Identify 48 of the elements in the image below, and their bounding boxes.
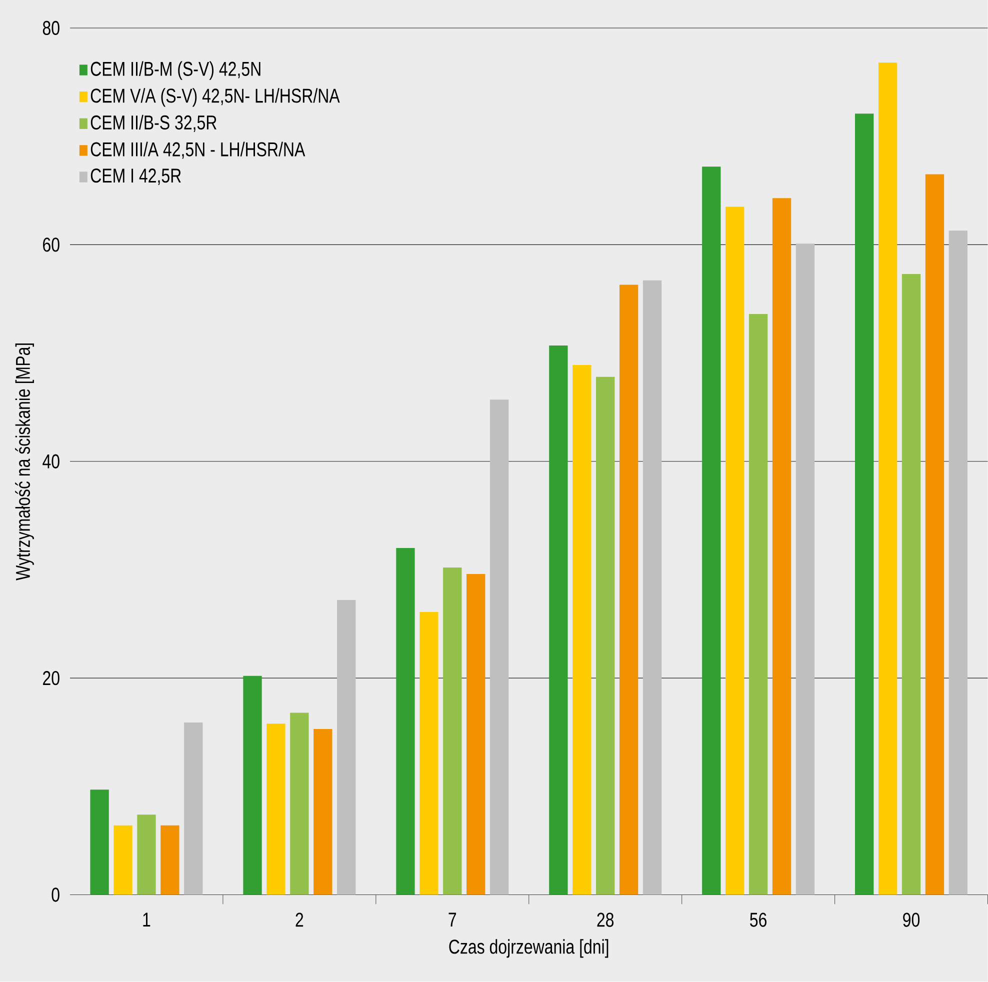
bar xyxy=(596,376,615,895)
legend-label: CEM II/B-M (S-V) 42,5N xyxy=(90,61,260,80)
bar xyxy=(420,612,438,895)
legend-label: CEM III/A 42,5N - LH/HSR/NA xyxy=(90,142,306,159)
legend-label: CEM I 42,5R xyxy=(90,168,181,186)
x-tick-label: 2 xyxy=(296,912,304,927)
bar xyxy=(290,712,309,895)
x-tick-label: 28 xyxy=(597,912,614,927)
bar xyxy=(443,568,462,895)
y-axis-title: Wytrzymałość na ściskanie [MPa] xyxy=(15,344,34,580)
bar xyxy=(572,365,592,895)
bar xyxy=(184,722,203,895)
bar xyxy=(490,400,509,895)
bar xyxy=(726,206,744,895)
bar xyxy=(466,574,486,895)
x-axis-title: Czas dojrzewania [dni] xyxy=(449,939,608,958)
bar xyxy=(902,274,921,895)
bar xyxy=(549,346,568,895)
x-tick-label: 90 xyxy=(903,912,920,927)
y-tick-label: 20 xyxy=(43,671,60,686)
bar xyxy=(702,166,721,895)
bar xyxy=(796,244,815,895)
y-tick-label: 40 xyxy=(42,454,60,469)
bar xyxy=(396,548,415,895)
y-tick-label: 0 xyxy=(52,888,60,902)
x-tick-label: 56 xyxy=(750,912,766,927)
x-tick-label: 7 xyxy=(448,912,456,927)
legend-label: CEM II/B-S 32,5R xyxy=(90,115,216,132)
bar xyxy=(337,600,356,895)
bar xyxy=(90,790,109,895)
bar xyxy=(878,62,898,895)
legend-label: CEM V/A (S-V) 42,5N- LH/HSR/NA xyxy=(90,88,340,107)
bar xyxy=(266,724,286,895)
bar xyxy=(948,230,968,895)
bar xyxy=(855,114,874,895)
bar xyxy=(642,280,662,895)
y-tick-label: 80 xyxy=(42,21,60,36)
bar xyxy=(114,826,132,895)
x-tick-label: 1 xyxy=(143,912,150,927)
bar xyxy=(925,174,944,895)
bar xyxy=(314,729,332,895)
y-tick-label: 60 xyxy=(43,238,60,252)
bar xyxy=(748,314,768,895)
bar xyxy=(137,814,156,895)
bar xyxy=(772,198,792,895)
bar xyxy=(619,284,638,895)
bar xyxy=(160,826,180,895)
bar xyxy=(243,676,262,895)
